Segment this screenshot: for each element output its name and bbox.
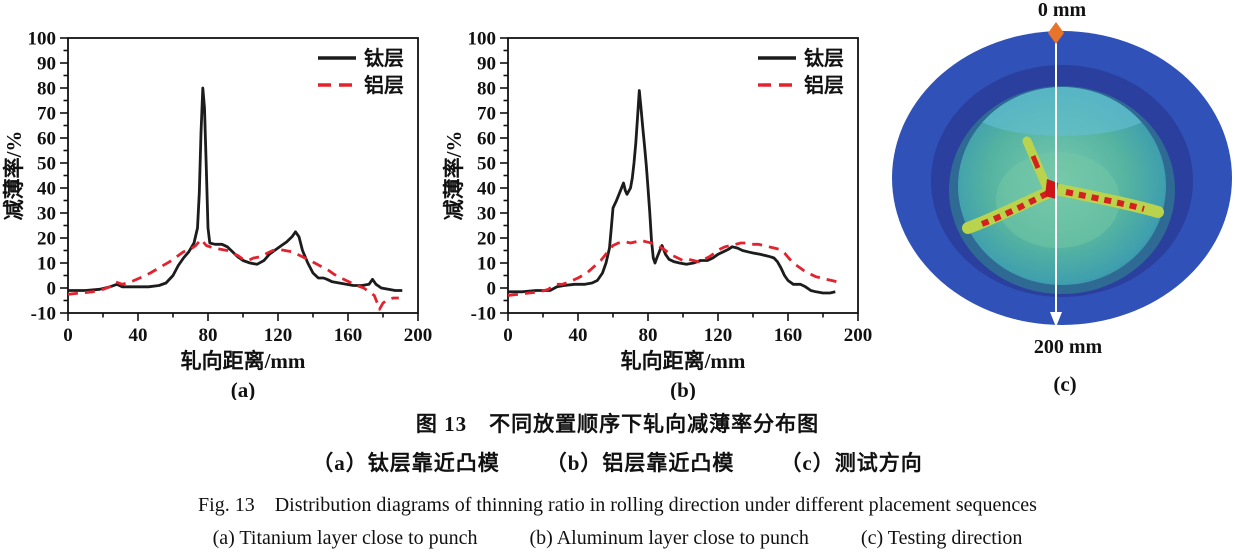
y-tick-label: 10 [477, 254, 496, 275]
y-tick-label: 20 [37, 229, 56, 250]
x-tick-label: 80 [199, 325, 218, 346]
y-tick-label: 0 [47, 279, 57, 300]
caption-en-item-c: (c) Testing direction [860, 527, 1023, 549]
legend-titanium-label: 钛层 [804, 46, 844, 70]
y-tick-label: 0 [487, 279, 497, 300]
y-tick-label: 30 [37, 204, 56, 225]
x-tick-label: 0 [503, 325, 513, 346]
x-tick-label: 40 [129, 325, 148, 346]
y-tick-label: 40 [37, 179, 56, 200]
y-tick-label: -10 [471, 304, 496, 325]
y-tick-label: 70 [37, 104, 56, 125]
crack-center-tear [1045, 179, 1058, 199]
y-tick-label: 60 [477, 129, 496, 150]
crack-red-left [980, 190, 1050, 227]
chart-b: -10 0 10 20 30 40 50 60 70 80 90 100 0 40 80 120 160 200 轧… [442, 29, 873, 401]
caption-zh-subitems: （a）钛层靠近凸模 （b）铝层靠近凸模 （c）测试方向 [0, 447, 1235, 477]
x-tick-label: 40 [569, 325, 588, 346]
crack-red-right [1065, 189, 1145, 212]
x-tick-label: 200 [844, 325, 873, 346]
y-tick-label: 30 [477, 204, 496, 225]
legend-aluminum-label: 铝层 [364, 73, 404, 97]
label-200mm: 200 mm [1034, 336, 1103, 358]
y-tick-label: -10 [31, 304, 56, 325]
figure-caption: 图 13 不同放置顺序下轧向减薄率分布图 （a）钛层靠近凸模 （b）铝层靠近凸模… [0, 408, 1235, 550]
legend-aluminum-label: 铝层 [804, 73, 844, 97]
y-tick-label: 60 [37, 129, 56, 150]
y-tick-label: 10 [37, 254, 56, 275]
y-axis-title: 减薄率/% [2, 131, 26, 221]
caption-zh-title: 图 13 不同放置顺序下轧向减薄率分布图 [415, 412, 820, 436]
caption-en-item-b: (b) Aluminum layer close to punch [529, 527, 809, 549]
y-tick-label: 40 [477, 179, 496, 200]
label-0mm: 0 mm [1038, 0, 1087, 21]
caption-zh-item-b: （b）铝层靠近凸模 [545, 451, 735, 475]
x-tick-label: 120 [264, 325, 293, 346]
caption-en-item-a: (a) Titanium layer close to punch [212, 527, 478, 549]
x-tick-label: 0 [63, 325, 73, 346]
panel-label: (a) [231, 378, 256, 400]
caption-zh-item-c: （c）测试方向 [780, 451, 923, 475]
series-titanium-line [68, 86, 403, 292]
panel-label: (b) [670, 378, 696, 400]
crack-red-branch [1030, 155, 1041, 169]
x-axis-title: 轧向距离/mm [621, 349, 746, 373]
figure-row: -10 0 10 20 30 40 50 60 70 80 90 100 0 40 80 120 160 200 轧… [2, 0, 1232, 401]
start-diamond-marker [1048, 22, 1064, 44]
x-tick-label: 200 [404, 325, 433, 346]
y-axis-title: 减薄率/% [442, 131, 466, 221]
series-aluminum-line [67, 237, 399, 311]
y-tick-label: 70 [477, 104, 496, 125]
y-tick-label: 90 [477, 54, 496, 75]
y-tick-label: 20 [477, 229, 496, 250]
y-tick-label: 50 [37, 154, 56, 175]
x-tick-label: 160 [774, 325, 803, 346]
caption-en-title: Fig. 13 Distribution diagrams of thinnin… [198, 494, 1037, 516]
measure-arrowhead [1050, 312, 1062, 327]
y-tick-label: 80 [477, 79, 496, 100]
x-tick-label: 80 [639, 325, 658, 346]
crack-red-marks [980, 155, 1145, 227]
dome-center-light [996, 152, 1120, 248]
y-tick-label: 100 [468, 29, 497, 50]
legend-titanium-label: 钛层 [364, 46, 404, 70]
caption-zh-item-a: （a）钛层靠近凸模 [312, 451, 500, 475]
x-axis-title: 轧向距离/mm [181, 349, 306, 373]
y-tick-label: 50 [477, 154, 496, 175]
x-tick-label: 120 [704, 325, 733, 346]
simulation-image-c: 0 mm 200 mm (c) [892, 0, 1232, 396]
y-tick-label: 90 [37, 54, 56, 75]
y-tick-label: 80 [37, 79, 56, 100]
series-titanium-line [508, 89, 836, 295]
x-tick-label: 160 [334, 325, 363, 346]
caption-en-subitems: (a) Titanium layer close to punch (b) Al… [0, 527, 1235, 550]
series-aluminum-line [507, 239, 838, 297]
chart-a: -10 0 10 20 30 40 50 60 70 80 90 100 0 40 80 120 160 200 轧… [2, 29, 433, 401]
panel-label-c: (c) [1053, 372, 1076, 396]
y-tick-label: 100 [28, 29, 57, 50]
